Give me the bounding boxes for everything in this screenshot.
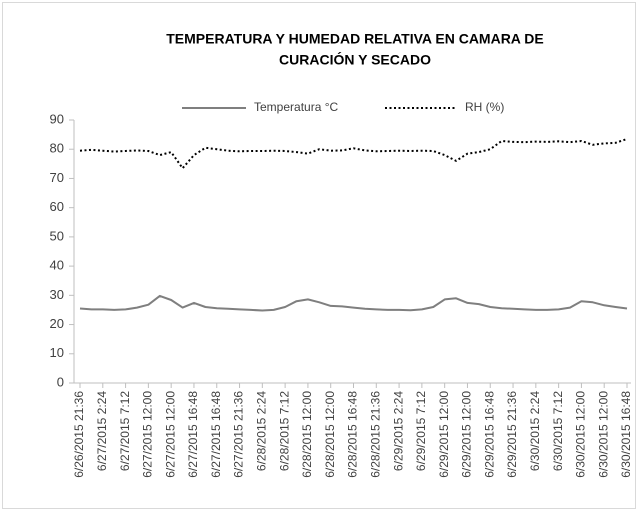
- x-tick-label: 6/28/2015 7:12: [277, 391, 291, 471]
- x-tick-label: 6/30/2015 16:48: [619, 391, 633, 478]
- y-tick-label: 0: [57, 374, 64, 389]
- x-tick-label: 6/30/2015 12:00: [574, 391, 588, 478]
- legend-label: Temperatura °C: [254, 100, 338, 114]
- y-tick-label: 60: [50, 199, 64, 214]
- y-tick-label: 50: [50, 228, 64, 243]
- x-tick-label: 6/29/2015 12:00: [460, 391, 474, 478]
- chart-title: TEMPERATURA Y HUMEDAD RELATIVA EN CAMARA…: [166, 31, 544, 47]
- x-tick-label: 6/27/2015 7:12: [118, 391, 132, 471]
- y-tick-label: 20: [50, 316, 64, 331]
- x-tick-label: 6/26/2015 21:36: [72, 391, 86, 478]
- y-tick-label: 90: [50, 111, 64, 126]
- x-tick-label: 6/27/2015 12:00: [141, 391, 155, 478]
- x-tick-label: 6/27/2015 16:48: [209, 391, 223, 478]
- x-tick-label: 6/28/2015 12:00: [300, 391, 314, 478]
- x-tick-label: 6/30/2015 12:00: [596, 391, 610, 478]
- x-tick-label: 6/29/2015 16:48: [482, 391, 496, 478]
- x-tick-label: 6/28/2015 21:36: [368, 391, 382, 478]
- y-tick-label: 80: [50, 141, 64, 156]
- x-tick-label: 6/28/2015 2:24: [255, 391, 269, 471]
- x-tick-label: 6/27/2015 21:36: [232, 391, 246, 478]
- x-tick-label: 6/28/2015 16:48: [346, 391, 360, 478]
- x-tick-label: 6/29/2015 21:36: [505, 391, 519, 478]
- y-tick-label: 30: [50, 287, 64, 302]
- chart-title: CURACIÓN Y SECADO: [279, 51, 431, 68]
- x-tick-label: 6/27/2015 16:48: [186, 391, 200, 478]
- series-line: [79, 294, 628, 312]
- x-tick-label: 6/29/2015 12:00: [437, 391, 451, 478]
- x-tick-label: 6/27/2015 12:00: [163, 391, 177, 478]
- x-tick-label: 6/29/2015 7:12: [414, 391, 428, 471]
- x-tick-label: 6/30/2015 2:24: [528, 391, 542, 471]
- legend-label: RH (%): [465, 100, 504, 114]
- y-tick-label: 10: [50, 345, 64, 360]
- x-tick-label: 6/30/2015 7:12: [551, 391, 565, 471]
- y-tick-label: 70: [50, 170, 64, 185]
- series-line: [79, 138, 628, 170]
- y-tick-label: 40: [50, 258, 64, 273]
- x-tick-label: 6/29/2015 2:24: [391, 391, 405, 471]
- x-tick-label: 6/28/2015 12:00: [323, 391, 337, 478]
- x-tick-label: 6/27/2015 2:24: [95, 391, 109, 471]
